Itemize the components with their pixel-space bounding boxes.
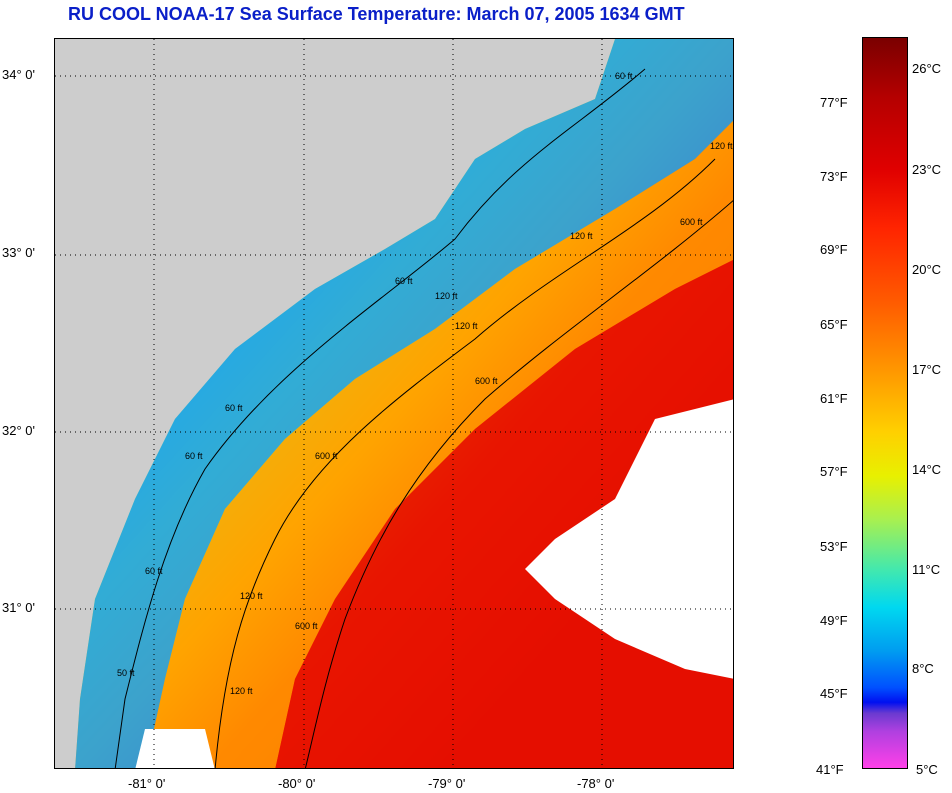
longitude-label: -79° 0' (428, 776, 466, 791)
depth-contour-120ft (214, 158, 716, 768)
contour-label: 120 ft (240, 591, 263, 601)
contour-label: 600 ft (680, 217, 703, 227)
colorbar-fahrenheit-label: 53°F (820, 539, 848, 554)
longitude-label: -81° 0' (128, 776, 166, 791)
colorbar-celsius-label: 8°C (912, 661, 934, 676)
contour-label: 120 ft (230, 686, 253, 696)
colorbar-celsius-label: 23°C (912, 162, 942, 177)
latitude-label: 31° 0' (2, 600, 35, 615)
colorbar-fahrenheit-label: 49°F (820, 613, 848, 628)
contour-label: 120 ft (455, 321, 478, 331)
contour-label: 600 ft (475, 376, 498, 386)
colorbar-celsius-label: 17°C (912, 362, 942, 377)
contour-label: 120 ft (710, 141, 733, 151)
contour-label: 60 ft (145, 566, 163, 576)
contour-label: 60 ft (615, 71, 633, 81)
colorbar-celsius-label: 11°C (912, 562, 941, 577)
colorbar-fahrenheit-label: 41°F (816, 762, 844, 777)
colorbar-fahrenheit-label: 69°F (820, 242, 848, 257)
latitude-label: 32° 0' (2, 423, 35, 438)
colorbar-fahrenheit-label: 73°F (820, 169, 848, 184)
colorbar-celsius-label: 26°C (912, 61, 942, 76)
shelf-warm-water (145, 121, 733, 768)
contour-label: 600 ft (295, 621, 318, 631)
contour-label: 50 ft (117, 668, 135, 678)
cloud-cover-south (135, 729, 215, 768)
colorbar-celsius-label: 20°C (912, 262, 942, 277)
contour-label: 120 ft (570, 231, 593, 241)
contour-label: 60 ft (185, 451, 203, 461)
map-title: RU COOL NOAA-17 Sea Surface Temperature:… (68, 4, 685, 24)
depth-contour-600ft (304, 200, 733, 768)
colorbar-fahrenheit-label: 61°F (820, 391, 848, 406)
colorbar-fahrenheit-label: 77°F (820, 95, 848, 110)
depth-contour-60ft (114, 68, 646, 768)
colorbar-fahrenheit-label: 45°F (820, 686, 848, 701)
temperature-colorbar (862, 37, 908, 769)
contour-label: 60 ft (225, 403, 243, 413)
sea-surface-temperature-map: 60 ft 120 ft 600 ft 60 ft 120 ft 600 ft … (54, 38, 734, 769)
gulf-stream (275, 260, 733, 768)
colorbar-celsius-label: 14°C (912, 462, 942, 477)
graticule (55, 39, 733, 768)
contour-label: 600 ft (315, 451, 338, 461)
contour-label: 120 ft (435, 291, 458, 301)
colorbar-fahrenheit-label: 57°F (820, 464, 848, 479)
colorbar-fahrenheit-label: 65°F (820, 317, 848, 332)
latitude-label: 34° 0' (2, 67, 35, 82)
nearshore-cool-water (75, 39, 733, 768)
contour-label: 60 ft (395, 276, 413, 286)
longitude-label: -78° 0' (577, 776, 615, 791)
latitude-label: 33° 0' (2, 245, 35, 260)
colorbar-celsius-label: 5°C (916, 762, 938, 777)
longitude-label: -80° 0' (278, 776, 316, 791)
